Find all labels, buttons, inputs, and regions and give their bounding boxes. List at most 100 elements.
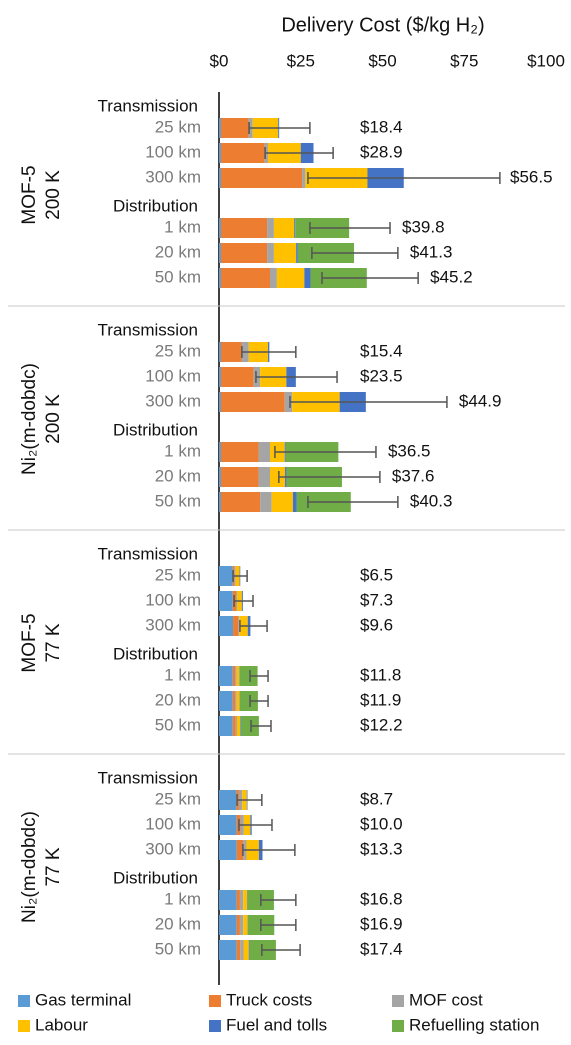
group-label: Transmission (98, 96, 198, 115)
bar-segment (219, 243, 221, 263)
panel-label: MOF-5 (19, 613, 40, 672)
panel-sublabel: 77 K (43, 623, 64, 662)
panel-label: MOF-5 (19, 165, 40, 224)
bar-segment (293, 492, 297, 512)
bar-segment (219, 492, 221, 512)
bar-segment (244, 940, 249, 960)
total-label: $36.5 (388, 441, 431, 460)
category-label: 100 km (145, 142, 201, 161)
total-label: $39.8 (402, 217, 445, 236)
category-label: 300 km (145, 391, 201, 410)
total-label: $7.3 (360, 590, 393, 609)
bar-segment (272, 492, 293, 512)
total-label: $16.9 (360, 914, 403, 933)
bar-segment (274, 243, 296, 263)
bar-segment (219, 168, 221, 188)
bar-segment (267, 218, 274, 238)
bar-segment (249, 940, 250, 960)
bar-segment (221, 268, 270, 288)
bar-segment (221, 243, 267, 263)
legend-swatch (18, 995, 30, 1007)
bar-segment (219, 392, 221, 412)
category-label: 25 km (155, 341, 201, 360)
bar-segment (219, 566, 233, 586)
total-label: $10.0 (360, 814, 403, 833)
legend-swatch (209, 1020, 221, 1032)
total-label: $17.4 (360, 939, 403, 958)
bar-segment (259, 467, 270, 487)
bar-segment (221, 342, 242, 362)
category-label: 300 km (145, 839, 201, 858)
legend-swatch (392, 1020, 404, 1032)
total-label: $23.5 (360, 366, 403, 385)
category-label: 50 km (155, 939, 201, 958)
group-label: Distribution (113, 644, 198, 663)
bar-segment (260, 492, 271, 512)
bar-segment (233, 716, 236, 736)
panel-label: Ni₂(m-dobdc) (19, 811, 40, 923)
total-label: $56.5 (510, 167, 553, 186)
category-label: 20 km (155, 242, 201, 261)
category-label: 300 km (145, 167, 201, 186)
legend-label: Truck costs (226, 990, 312, 1009)
bar-segment (237, 691, 240, 711)
panel-sublabel: 77 K (43, 847, 64, 886)
chart-title: Delivery Cost ($/kg H₂) (281, 14, 484, 36)
bar-segment (219, 616, 233, 636)
total-label: $18.4 (360, 117, 403, 136)
bar-segment (221, 467, 259, 487)
group-label: Distribution (113, 868, 198, 887)
total-label: $6.5 (360, 565, 393, 584)
category-label: 50 km (155, 267, 201, 286)
bar-segment (274, 218, 294, 238)
bar-segment (219, 915, 237, 935)
bar-segment (219, 442, 221, 462)
bar-segment (219, 940, 237, 960)
x-tick-label: $50 (368, 51, 396, 70)
category-label: 20 km (155, 690, 201, 709)
total-label: $8.7 (360, 789, 393, 808)
bar-segment (221, 442, 259, 462)
bar-segment (240, 890, 243, 910)
total-label: $28.9 (360, 142, 403, 161)
total-label: $40.3 (410, 491, 453, 510)
legend-label: MOF cost (409, 990, 483, 1009)
bar-segment (221, 492, 260, 512)
bar-segment (219, 890, 237, 910)
panel-sublabel: 200 K (43, 394, 64, 444)
category-label: 50 km (155, 491, 201, 510)
bar-segment (219, 591, 233, 611)
x-tick-label: $100 (527, 51, 565, 70)
category-label: 50 km (155, 715, 201, 734)
x-tick-label: $0 (210, 51, 229, 70)
bar-segment (237, 716, 240, 736)
category-label: 1 km (164, 217, 201, 236)
bar-segment (221, 168, 302, 188)
group-label: Transmission (98, 544, 198, 563)
category-label: 20 km (155, 466, 201, 485)
bar-segment (259, 442, 270, 462)
category-label: 1 km (164, 889, 201, 908)
bar-segment (233, 616, 238, 636)
bar-segment (219, 268, 221, 288)
total-label: $9.6 (360, 615, 393, 634)
category-label: 1 km (164, 441, 201, 460)
total-label: $41.3 (410, 242, 453, 261)
bar-segment (219, 815, 237, 835)
category-label: 1 km (164, 665, 201, 684)
panel-label: Ni₂(m-dobdc) (19, 363, 40, 475)
total-label: $11.8 (360, 665, 401, 684)
bar-segment (267, 243, 274, 263)
legend-swatch (18, 1020, 30, 1032)
bar-segment (235, 666, 236, 686)
bar-segment (219, 790, 236, 810)
total-label: $11.9 (360, 690, 401, 709)
category-label: 25 km (155, 117, 201, 136)
bar-segment (296, 243, 298, 263)
bar-segment (219, 342, 221, 362)
bar-segment (221, 392, 285, 412)
total-label: $45.2 (430, 267, 473, 286)
bar-segment (219, 118, 221, 138)
legend-label: Gas terminal (35, 990, 131, 1009)
category-label: 100 km (145, 814, 201, 833)
